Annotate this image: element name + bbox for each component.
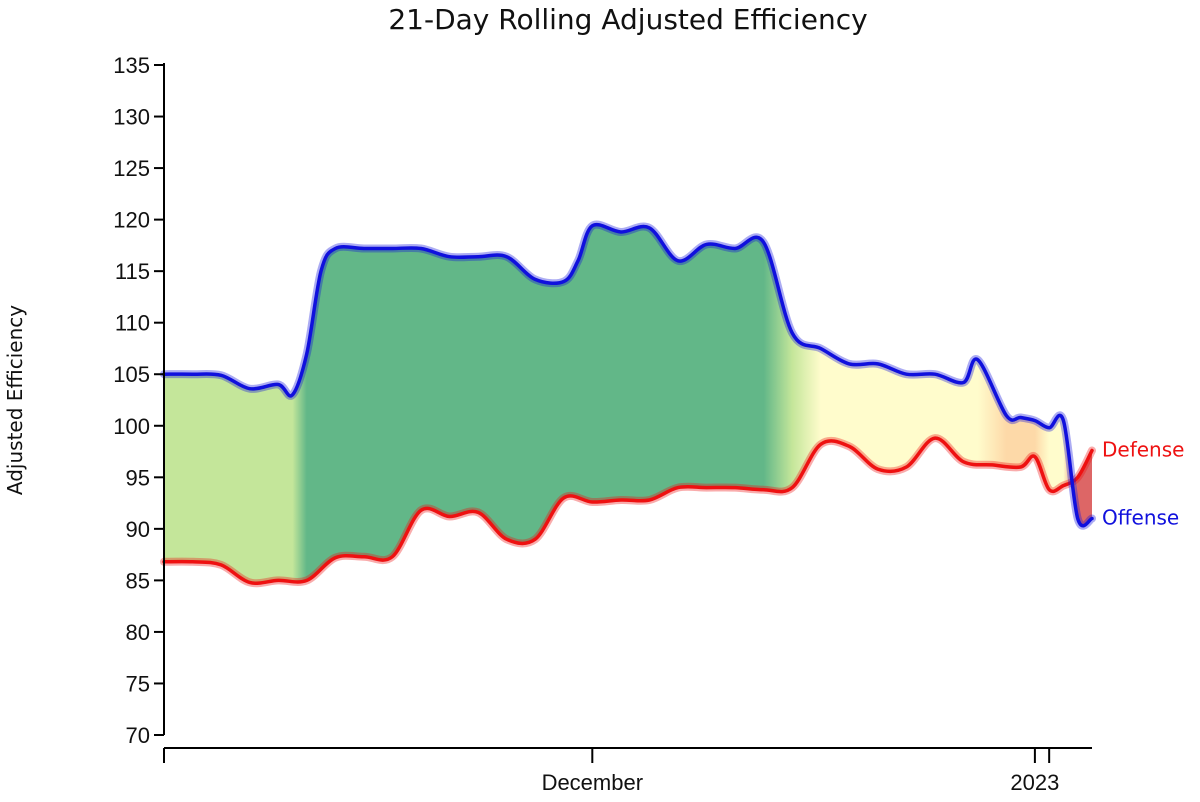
series-labels: Defense Offense [1102,438,1184,530]
y-tick-label: 80 [126,620,150,645]
y-tick-label: 125 [113,156,150,181]
y-tick-label: 70 [126,723,150,748]
y-tick-label: 75 [126,671,150,696]
y-tick-label: 135 [113,53,150,78]
x-tick-label: December [542,770,643,795]
defense-line [162,436,1094,585]
chart-title: 21-Day Rolling Adjusted Efficiency [388,3,867,36]
y-tick-label: 120 [113,208,150,233]
gap-area [164,224,1092,584]
offense-line [162,222,1094,528]
y-axis-label: Adjusted Efficiency [3,305,27,495]
y-tick-label: 110 [115,311,150,336]
series-lines [160,220,1096,588]
series-label-defense: Defense [1102,438,1184,462]
y-tick-label: 100 [113,414,150,439]
y-tick-label: 130 [113,105,150,130]
axes: 70 75 80 85 90 95 100 105 110 115 120 125 130 135 Dece… [113,53,1092,795]
series-label-offense: Offense [1102,506,1179,530]
gap-fill [164,224,1092,584]
y-tick-label: 105 [113,362,150,387]
y-tick-label: 85 [126,568,150,593]
y-tick-label: 90 [126,517,150,542]
y-tick-label: 95 [126,465,150,490]
y-tick-label: 115 [115,259,150,284]
x-tick-label: 2023 [1010,770,1059,795]
